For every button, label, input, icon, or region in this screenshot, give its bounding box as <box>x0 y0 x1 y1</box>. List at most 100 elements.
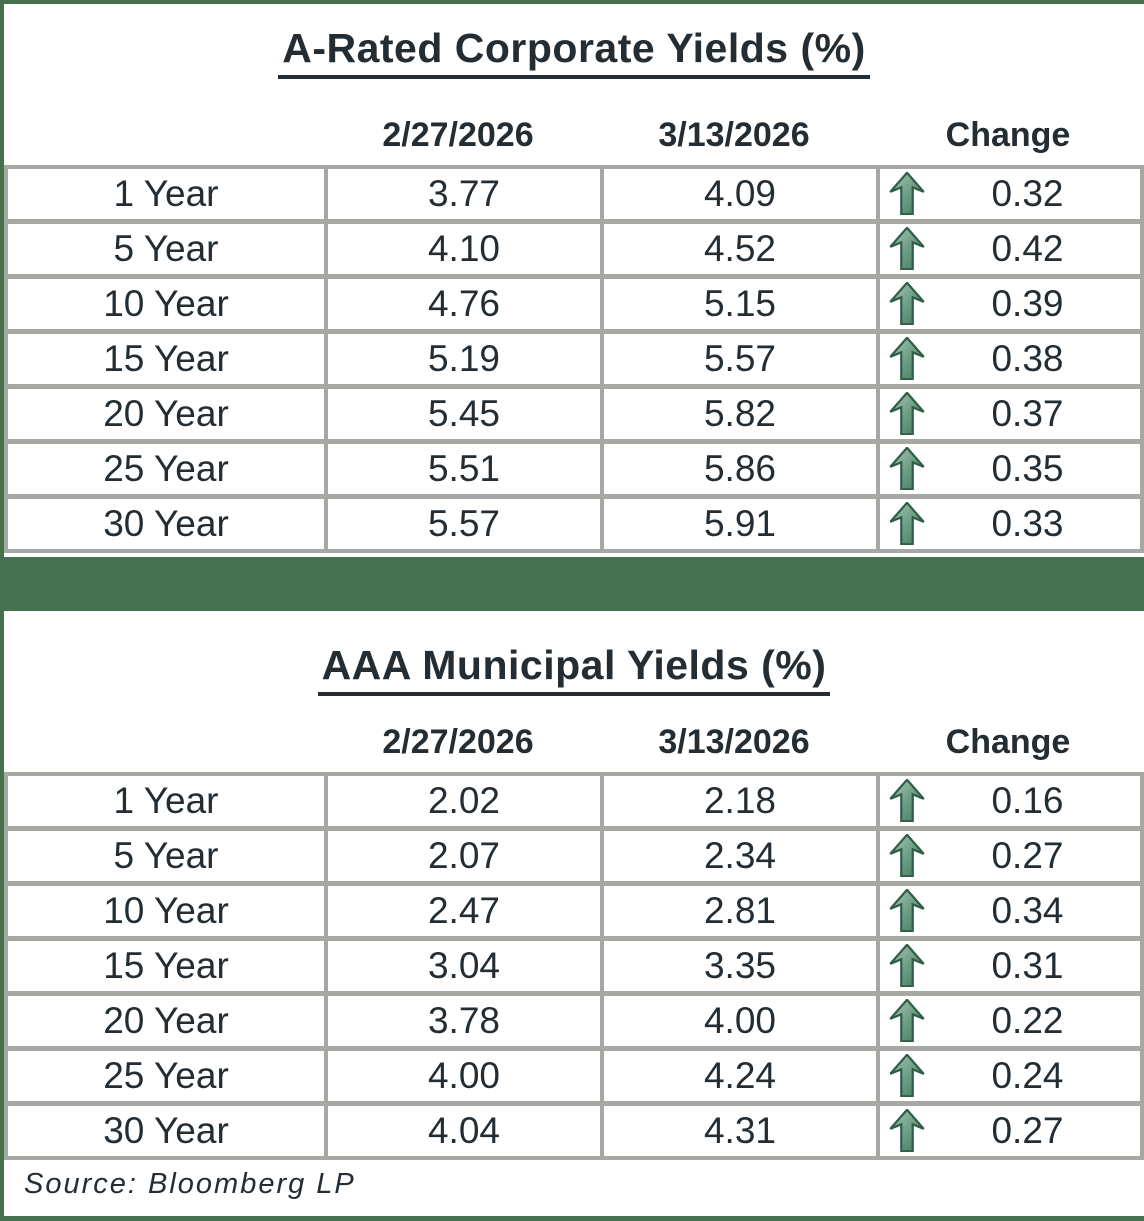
table-row: 10 Year 4.76 5.15 0.39 <box>8 273 1140 329</box>
up-arrow-icon <box>889 447 925 491</box>
table-row: 10 Year 2.47 2.81 0.34 <box>8 880 1140 936</box>
curr-yield-value: 2.81 <box>600 885 876 936</box>
up-arrow-icon <box>889 502 925 546</box>
corporate-yields-title: A-Rated Corporate Yields (%) <box>278 25 870 79</box>
up-arrow-icon <box>889 944 925 988</box>
table-row: 15 Year 5.19 5.57 0.38 <box>8 328 1140 384</box>
change-cell: 0.31 <box>876 940 1140 991</box>
maturity-label: 5 Year <box>113 227 219 269</box>
change-column-header: Change <box>945 722 1071 761</box>
up-arrow-icon <box>889 337 925 381</box>
table-row: 15 Year 3.04 3.35 0.31 <box>8 935 1140 991</box>
prev-yield-value: 2.02 <box>324 775 600 826</box>
prev-yield-value: 2.47 <box>324 885 600 936</box>
prev-yield-value: 4.00 <box>324 1050 600 1101</box>
prev-yield-value: 5.19 <box>324 333 600 384</box>
up-arrow-icon <box>889 834 925 878</box>
curr-yield-value: 4.24 <box>600 1050 876 1101</box>
curr-yield-value: 4.09 <box>600 168 876 219</box>
up-arrow-icon <box>889 1109 925 1153</box>
curr-yield-value: 5.86 <box>600 443 876 494</box>
change-value: 0.31 <box>991 944 1064 986</box>
change-cell: 0.35 <box>876 443 1140 494</box>
curr-yield-value: 2.34 <box>600 830 876 881</box>
corporate-yields-column-headers: 2/27/2026 3/13/2026 Change <box>4 115 1144 155</box>
prev-yield-value: 5.57 <box>324 498 600 549</box>
change-cell: 0.16 <box>876 775 1140 826</box>
curr-yield-value: 4.31 <box>600 1105 876 1156</box>
up-arrow-icon <box>889 1054 925 1098</box>
up-arrow-icon <box>889 999 925 1043</box>
maturity-label: 10 Year <box>103 282 229 324</box>
table-row: 5 Year 2.07 2.34 0.27 <box>8 825 1140 881</box>
municipal-yields-section-header: AAA Municipal Yields (%) <box>4 642 1144 696</box>
change-value: 0.27 <box>991 834 1064 876</box>
curr-yield-value: 2.18 <box>600 775 876 826</box>
maturity-column-header <box>4 722 320 762</box>
maturity-label: 15 Year <box>103 337 229 379</box>
up-arrow-icon <box>889 779 925 823</box>
change-cell: 0.22 <box>876 995 1140 1046</box>
change-cell: 0.39 <box>876 278 1140 329</box>
change-value: 0.33 <box>991 502 1064 544</box>
table-row: 30 Year 5.57 5.91 0.33 <box>8 493 1140 549</box>
change-cell: 0.24 <box>876 1050 1140 1101</box>
maturity-label: 30 Year <box>103 502 229 544</box>
up-arrow-icon <box>889 227 925 271</box>
curr-yield-value: 4.00 <box>600 995 876 1046</box>
change-value: 0.32 <box>991 172 1064 214</box>
change-value: 0.16 <box>991 779 1064 821</box>
maturity-label: 5 Year <box>113 834 219 876</box>
prev-yield-value: 4.76 <box>324 278 600 329</box>
table-row: 30 Year 4.04 4.31 0.27 <box>8 1100 1140 1156</box>
corporate-yields-section-header: A-Rated Corporate Yields (%) <box>4 25 1144 79</box>
change-value: 0.35 <box>991 447 1064 489</box>
prev-yield-value: 4.04 <box>324 1105 600 1156</box>
prev-yield-value: 3.77 <box>324 168 600 219</box>
change-cell: 0.33 <box>876 498 1140 549</box>
change-value: 0.38 <box>991 337 1064 379</box>
prev-yield-value: 5.51 <box>324 443 600 494</box>
prev-yield-value: 3.04 <box>324 940 600 991</box>
up-arrow-icon <box>889 889 925 933</box>
source-note: Source: Bloomberg LP <box>4 1160 1144 1210</box>
maturity-column-header <box>4 115 320 155</box>
maturity-label: 20 Year <box>103 392 229 434</box>
change-value: 0.42 <box>991 227 1064 269</box>
maturity-label: 15 Year <box>103 944 229 986</box>
change-value: 0.34 <box>991 889 1064 931</box>
municipal-yields-column-headers: 2/27/2026 3/13/2026 Change <box>4 722 1144 762</box>
change-value: 0.39 <box>991 282 1064 324</box>
date-column-header: 3/13/2026 <box>658 722 810 761</box>
table-row: 20 Year 5.45 5.82 0.37 <box>8 383 1140 439</box>
change-cell: 0.42 <box>876 223 1140 274</box>
corporate-yields-table: 1 Year 3.77 4.09 0.32 5 Year 4.10 4.52 0… <box>4 164 1144 553</box>
change-value: 0.37 <box>991 392 1064 434</box>
table-row: 1 Year 3.77 4.09 0.32 <box>8 168 1140 219</box>
table-row: 20 Year 3.78 4.00 0.22 <box>8 990 1140 1046</box>
change-value: 0.27 <box>991 1109 1064 1151</box>
curr-yield-value: 5.82 <box>600 388 876 439</box>
up-arrow-icon <box>889 282 925 326</box>
change-value: 0.24 <box>991 1054 1064 1096</box>
change-column-header: Change <box>945 115 1071 154</box>
table-row: 5 Year 4.10 4.52 0.42 <box>8 218 1140 274</box>
date-column-header: 2/27/2026 <box>382 722 534 761</box>
prev-yield-value: 2.07 <box>324 830 600 881</box>
table-row: 25 Year 5.51 5.86 0.35 <box>8 438 1140 494</box>
maturity-label: 10 Year <box>103 889 229 931</box>
change-cell: 0.37 <box>876 388 1140 439</box>
curr-yield-value: 5.91 <box>600 498 876 549</box>
curr-yield-value: 4.52 <box>600 223 876 274</box>
change-value: 0.22 <box>991 999 1064 1041</box>
up-arrow-icon <box>889 392 925 436</box>
date-column-header: 3/13/2026 <box>658 115 810 154</box>
maturity-label: 30 Year <box>103 1109 229 1151</box>
curr-yield-value: 5.15 <box>600 278 876 329</box>
change-cell: 0.27 <box>876 830 1140 881</box>
maturity-label: 25 Year <box>103 1054 229 1096</box>
prev-yield-value: 3.78 <box>324 995 600 1046</box>
prev-yield-value: 5.45 <box>324 388 600 439</box>
change-cell: 0.32 <box>876 168 1140 219</box>
